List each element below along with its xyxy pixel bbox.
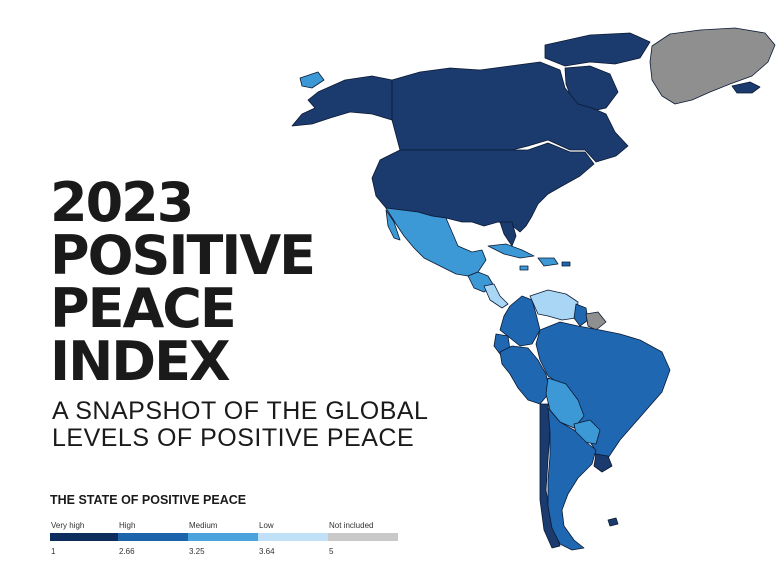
argentina bbox=[547, 407, 597, 551]
legend-value: 3.64 bbox=[259, 547, 275, 556]
iceland bbox=[731, 81, 761, 94]
title-line: 2023 bbox=[50, 171, 194, 234]
legend-item-not-included: Not included 5 bbox=[328, 521, 398, 561]
arctic-islands bbox=[544, 32, 651, 67]
legend-scale: Very high 1 High 2.66 Medium 3.25 Low 3.… bbox=[50, 521, 400, 561]
legend-swatch bbox=[118, 533, 188, 541]
baffin-island bbox=[564, 65, 619, 113]
cuba bbox=[487, 243, 535, 259]
bolivia bbox=[545, 377, 585, 429]
puerto-rico bbox=[561, 261, 571, 267]
legend-label: Low bbox=[259, 521, 274, 530]
map-legend: THE STATE OF POSITIVE PEACE Very high 1 … bbox=[50, 493, 400, 561]
hispaniola bbox=[537, 257, 559, 267]
legend-value: 5 bbox=[329, 547, 334, 556]
legend-value: 1 bbox=[51, 547, 56, 556]
title-line: POSITIVE bbox=[50, 224, 316, 287]
venezuela bbox=[529, 289, 579, 321]
title-line: PEACE bbox=[50, 277, 237, 340]
peru bbox=[499, 345, 551, 405]
legend-label: High bbox=[119, 521, 136, 530]
legend-swatch bbox=[258, 533, 328, 541]
legend-value: 3.25 bbox=[189, 547, 205, 556]
legend-item-low: Low 3.64 bbox=[258, 521, 328, 561]
legend-value: 2.66 bbox=[119, 547, 135, 556]
legend-label: Very high bbox=[51, 521, 85, 530]
alaska bbox=[291, 75, 396, 127]
legend-swatch bbox=[328, 533, 398, 541]
russia-far-east bbox=[299, 71, 325, 89]
canada bbox=[391, 61, 629, 163]
subtitle-line: A SNAPSHOT OF THE GLOBAL bbox=[52, 397, 429, 425]
legend-title: THE STATE OF POSITIVE PEACE bbox=[50, 493, 247, 507]
mexico bbox=[385, 207, 487, 277]
subtitle-line: LEVELS OF POSITIVE PEACE bbox=[52, 424, 415, 452]
guyana bbox=[573, 303, 589, 327]
baja-california bbox=[385, 209, 401, 241]
florida bbox=[499, 221, 517, 247]
legend-item-high: High 2.66 bbox=[118, 521, 188, 561]
legend-label: Not included bbox=[329, 521, 374, 530]
falklands bbox=[607, 517, 619, 527]
report-title: 2023 POSITIVE PEACE INDEX bbox=[50, 171, 316, 393]
title-line: INDEX bbox=[50, 330, 231, 393]
greenland bbox=[649, 27, 776, 105]
uruguay bbox=[593, 453, 613, 473]
central-america-low bbox=[483, 283, 509, 309]
legend-item-very-high: Very high 1 bbox=[50, 521, 118, 561]
jamaica bbox=[519, 265, 529, 271]
legend-swatch bbox=[50, 533, 118, 541]
legend-item-medium: Medium 3.25 bbox=[188, 521, 258, 561]
legend-swatch bbox=[188, 533, 258, 541]
legend-label: Medium bbox=[189, 521, 218, 530]
suriname-guiana bbox=[585, 311, 607, 331]
report-subtitle: A SNAPSHOT OF THE GLOBAL LEVELS OF POSIT… bbox=[52, 398, 428, 452]
colombia bbox=[499, 295, 541, 347]
